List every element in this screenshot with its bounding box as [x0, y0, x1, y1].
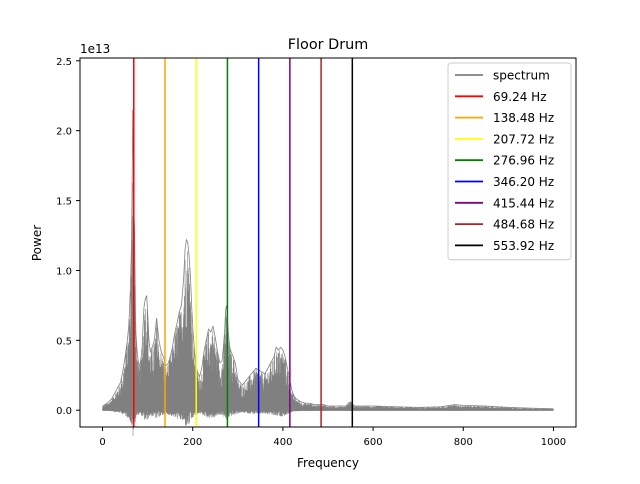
axes-frame: [79, 57, 577, 428]
x-tick-label: 0: [99, 437, 105, 448]
legend-label: 346.20 Hz: [493, 175, 554, 189]
y-tick-label: 0.5: [56, 336, 72, 347]
legend: spectrum 69.24 Hz 138.48 Hz 207.72 Hz 276.96…: [447, 62, 572, 261]
legend-box: [447, 62, 572, 261]
x-tick-label: 600: [364, 437, 383, 448]
x-tick-label: 400: [273, 437, 292, 448]
legend-label: 415.44 Hz: [493, 196, 554, 210]
x-tick-label: 200: [183, 437, 202, 448]
chart-title: Floor Drum: [288, 37, 369, 53]
plot-area: 0 200 400 600 800 1000 0.0 0.5 1.0 1.5 2.0 2.5: [56, 57, 577, 448]
x-tick-label: 1000: [541, 437, 566, 448]
y-tick-label: 1.0: [56, 266, 72, 277]
legend-label: 207.72 Hz: [493, 132, 554, 146]
legend-label: spectrum: [493, 69, 550, 83]
x-axis-label: Frequency: [297, 456, 359, 470]
legend-label: 69.24 Hz: [493, 90, 547, 104]
y-tick-label: 2.5: [56, 57, 72, 68]
legend-label: 553.92 Hz: [493, 239, 554, 253]
y-tick-label: 0.0: [56, 406, 72, 417]
y-axis-label: Power: [30, 225, 44, 261]
y-offset-text: 1e13: [80, 42, 110, 56]
legend-label: 276.96 Hz: [493, 154, 554, 168]
legend-label: 484.68 Hz: [493, 218, 554, 232]
y-tick-label: 1.5: [56, 197, 72, 208]
y-tick-label: 2.0: [56, 127, 72, 138]
legend-label: 138.48 Hz: [493, 111, 554, 125]
x-tick-label: 800: [454, 437, 473, 448]
